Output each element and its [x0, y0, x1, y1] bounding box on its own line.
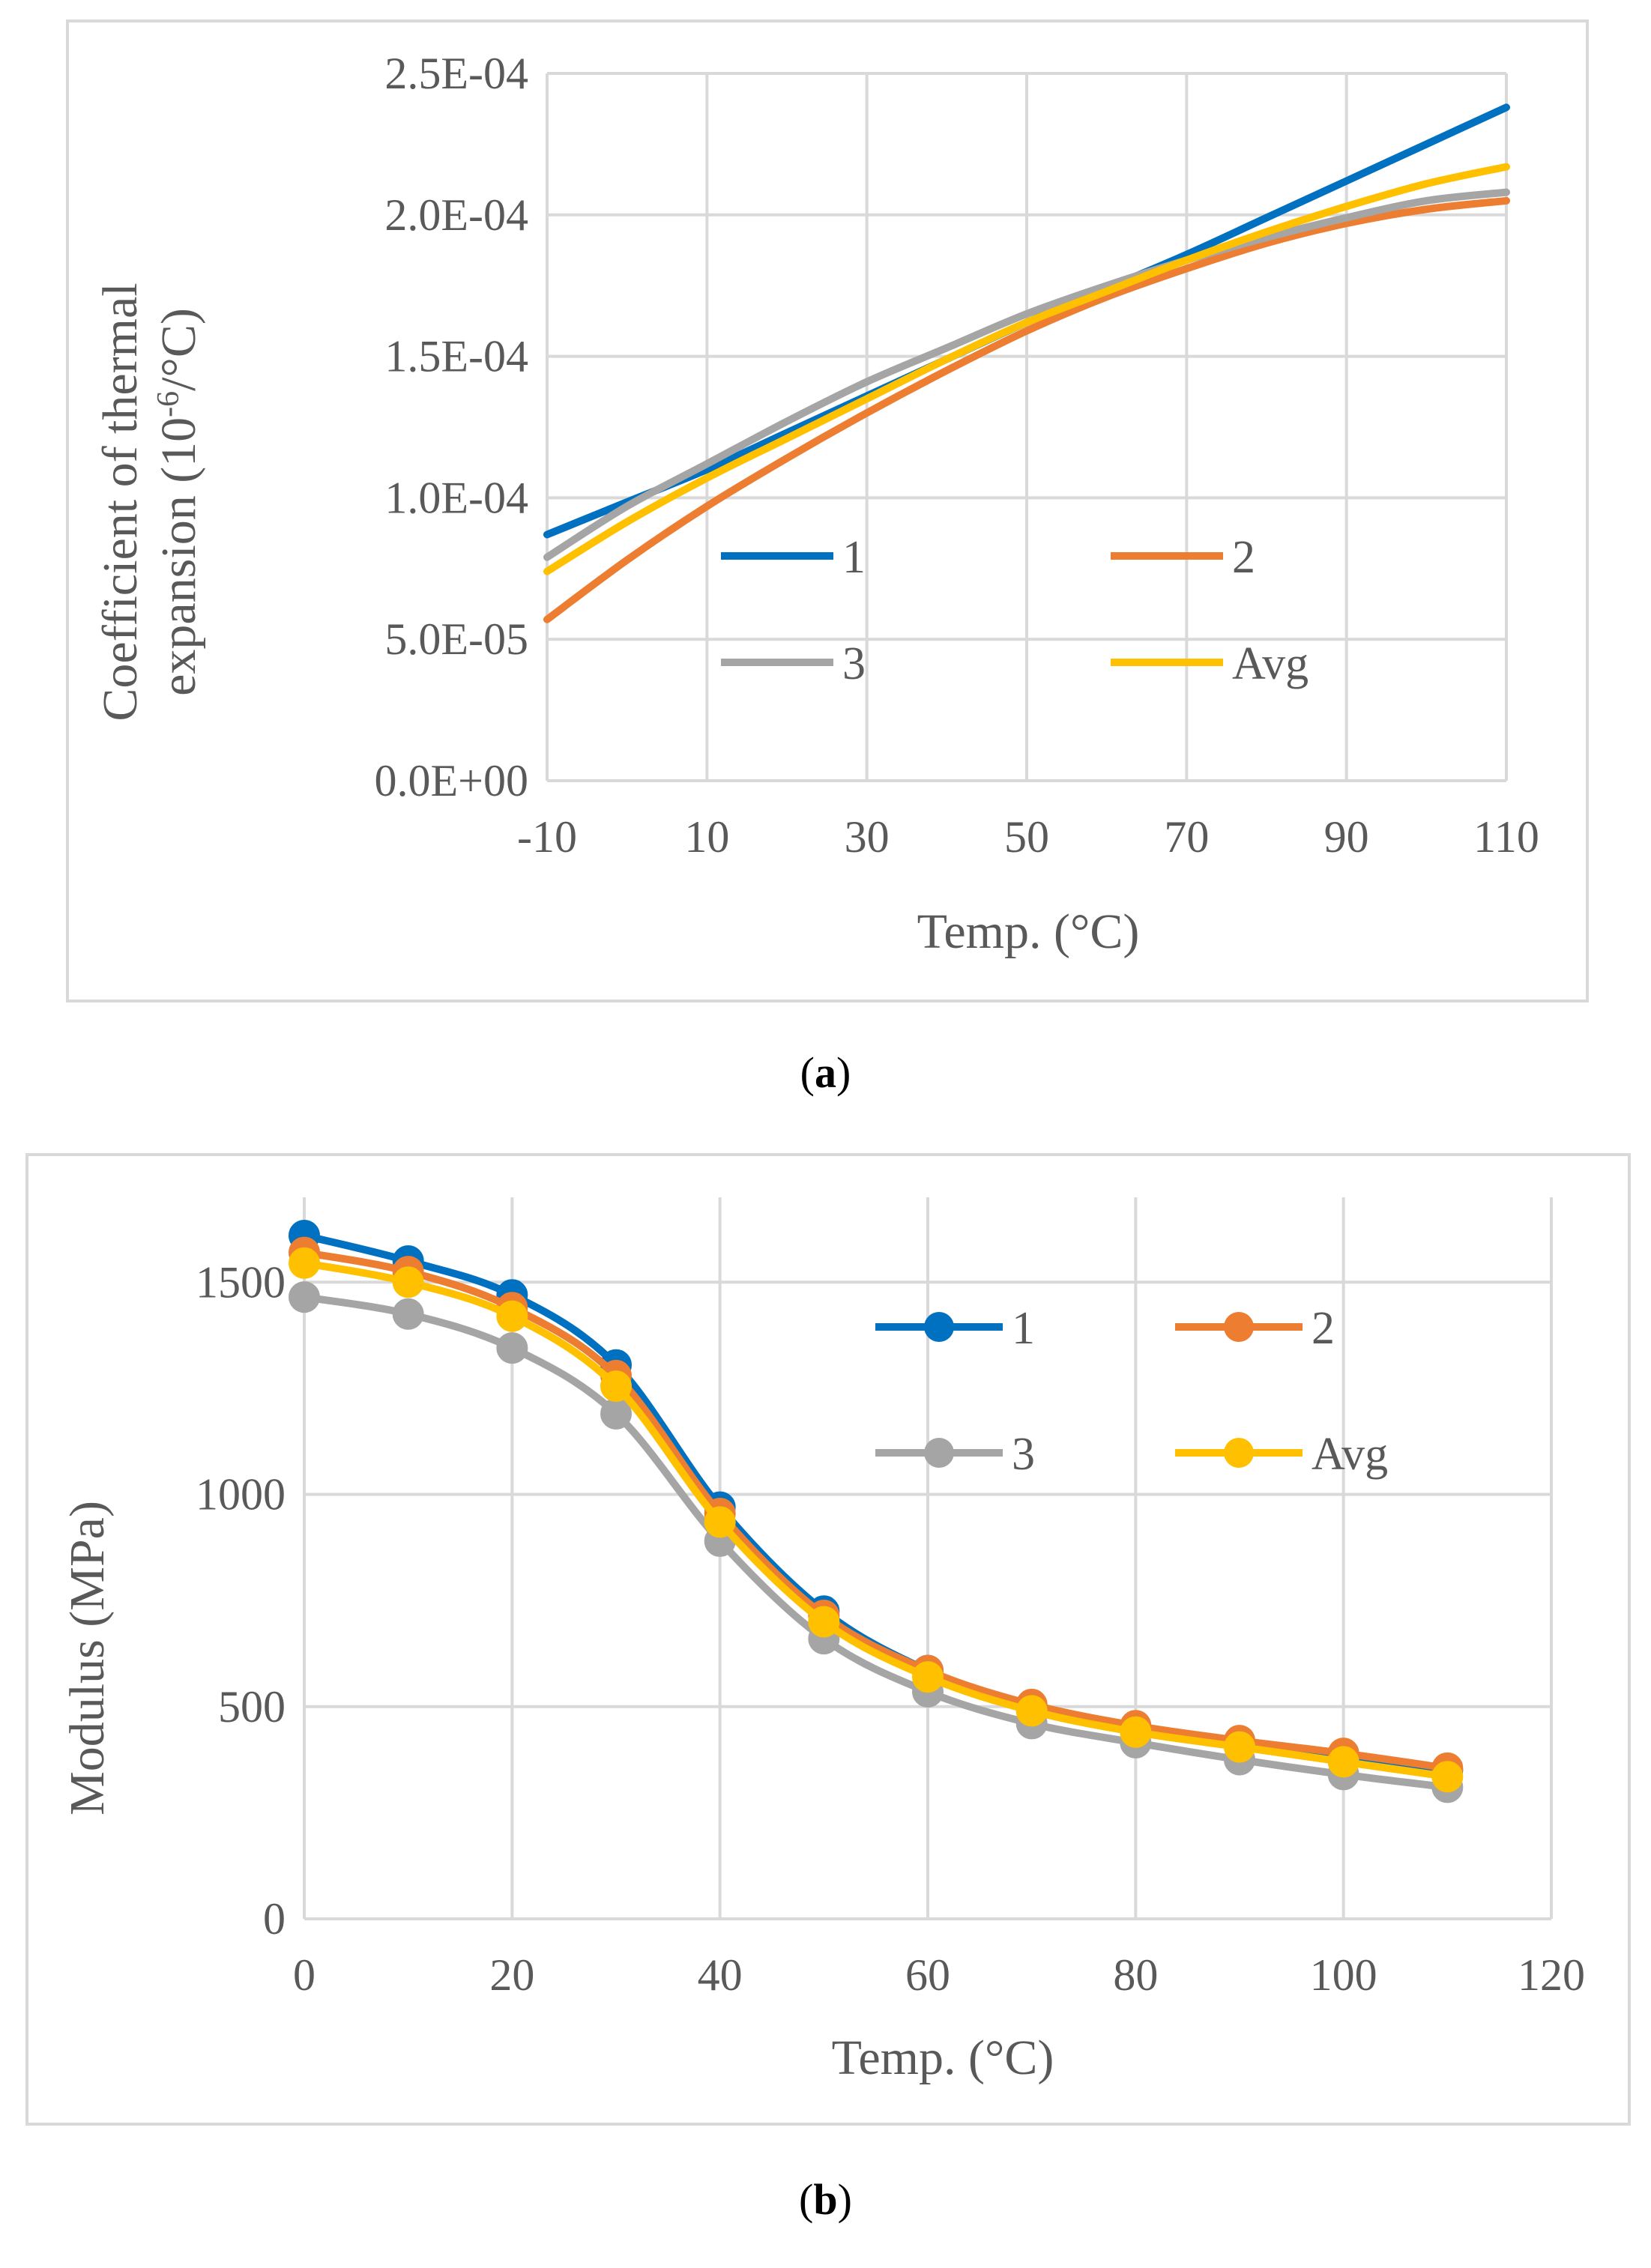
chart-b-x-tick-label: 80: [1113, 1950, 1158, 2000]
chart-b-legend-label-avg: Avg: [1312, 1429, 1388, 1480]
chart-b-point-avg: [704, 1506, 736, 1538]
chart-b-series-line-3: [301, 1293, 1452, 1791]
caption-b: (b): [799, 2175, 852, 2224]
chart-b-series-line-avg: [301, 1259, 1452, 1781]
chart-b-y-axis-label: Modulus (MPa): [60, 1501, 115, 1815]
chart-b-y-tick-label: 1000: [196, 1470, 286, 1519]
chart-b-x-tick-label: 0: [293, 1950, 316, 2000]
chart-b-legend-marker-1: [924, 1312, 954, 1342]
chart-b-legend-marker-avg: [1224, 1438, 1254, 1468]
chart-b-legend-label-3: 3: [1012, 1429, 1035, 1480]
chart-a-x-tick-label: 70: [1164, 812, 1209, 862]
chart-a-frame: -10 10 30 50 70 90 110 0.0E+00 5.0E-05 1.0E-04 1.5…: [66, 19, 1589, 1003]
chart-b-point-avg: [600, 1370, 632, 1403]
chart-a-legend-label-1: 1: [842, 532, 866, 583]
chart-b-point-avg: [1327, 1746, 1359, 1778]
chart-a-x-tick-label: 10: [684, 812, 729, 862]
chart-b-x-tick-label: 60: [905, 1950, 950, 2000]
chart-b-x-axis-label: Temp. (°C): [832, 2030, 1054, 2085]
chart-b-x-tick-label: 100: [1310, 1950, 1377, 2000]
chart-b-point-avg: [1224, 1731, 1255, 1763]
chart-b-y-tick-label: 1500: [196, 1257, 286, 1307]
chart-b-svg: 0 20 40 60 80 100 120 0 500 1000 1500 1 2 3 Avg Temp.…: [60, 1197, 1585, 2085]
chart-a-y-tick-label: 2.0E-04: [384, 190, 528, 240]
chart-b-y-tick-label: 0: [263, 1894, 286, 1944]
chart-a-legend-label-2: 2: [1232, 532, 1255, 583]
chart-b-x-tick-label: 120: [1518, 1950, 1585, 2000]
chart-b-point-3: [496, 1332, 528, 1364]
chart-a-x-axis-label: Temp. (°C): [917, 904, 1140, 959]
chart-b-series-line-1: [301, 1231, 1452, 1774]
chart-b-x-tick-label: 40: [698, 1950, 743, 2000]
chart-a-x-tick-label: 110: [1473, 812, 1539, 862]
chart-b-point-3: [600, 1397, 632, 1430]
chart-a-y-tick-label: 1.5E-04: [384, 332, 528, 381]
chart-a-y-axis-label-line1: Coefficient of thermal: [93, 282, 148, 721]
chart-b-point-avg: [1120, 1716, 1152, 1748]
chart-a-x-tick-label: 50: [1004, 812, 1049, 862]
chart-b-x-tick-label: 20: [489, 1950, 534, 2000]
chart-b-point-avg: [1015, 1695, 1048, 1727]
chart-a-y-axis-label-line2: expansion (10-6/°C): [151, 308, 206, 696]
chart-b-legend-marker-2: [1224, 1312, 1254, 1342]
chart-b-point-avg: [496, 1300, 528, 1332]
chart-a-y-tick-label: 5.0E-05: [384, 614, 528, 664]
chart-a-svg: -10 10 30 50 70 90 110 0.0E+00 5.0E-05 1.0E-04 1.5…: [93, 49, 1539, 959]
chart-b-y-tick-label: 500: [218, 1682, 286, 1732]
chart-b-frame: 0 20 40 60 80 100 120 0 500 1000 1500 1 2 3 Avg Temp.…: [25, 1153, 1631, 2126]
chart-a-x-tick-label: 90: [1324, 812, 1369, 862]
chart-b-legend-label-2: 2: [1312, 1303, 1335, 1354]
chart-a-y-tick-label: 2.5E-04: [384, 49, 528, 98]
chart-b-point-3: [289, 1281, 320, 1313]
chart-a-y-tick-label: 0.0E+00: [375, 756, 529, 805]
chart-b-point-avg: [1431, 1761, 1464, 1793]
chart-a-y-tick-label: 1.0E-04: [384, 473, 528, 522]
chart-a-series-line-2: [543, 196, 1510, 623]
chart-b-point-avg: [912, 1661, 944, 1693]
chart-b-legend-marker-3: [924, 1438, 954, 1468]
chart-a-series-line-3: [543, 188, 1510, 561]
chart-a-series-line-avg: [543, 163, 1510, 575]
chart-a-legend-label-avg: Avg: [1232, 638, 1309, 689]
chart-b-point-avg: [392, 1266, 424, 1298]
chart-b-legend-label-1: 1: [1012, 1303, 1035, 1354]
chart-a-legend-label-3: 3: [842, 638, 866, 689]
chart-b-point-avg: [289, 1247, 320, 1279]
caption-a: (a): [800, 1048, 851, 1097]
chart-b-point-avg: [808, 1606, 840, 1638]
chart-a-x-tick-label: 30: [845, 812, 890, 862]
chart-b-point-3: [392, 1298, 424, 1330]
chart-a-x-tick-label: -10: [517, 812, 577, 862]
